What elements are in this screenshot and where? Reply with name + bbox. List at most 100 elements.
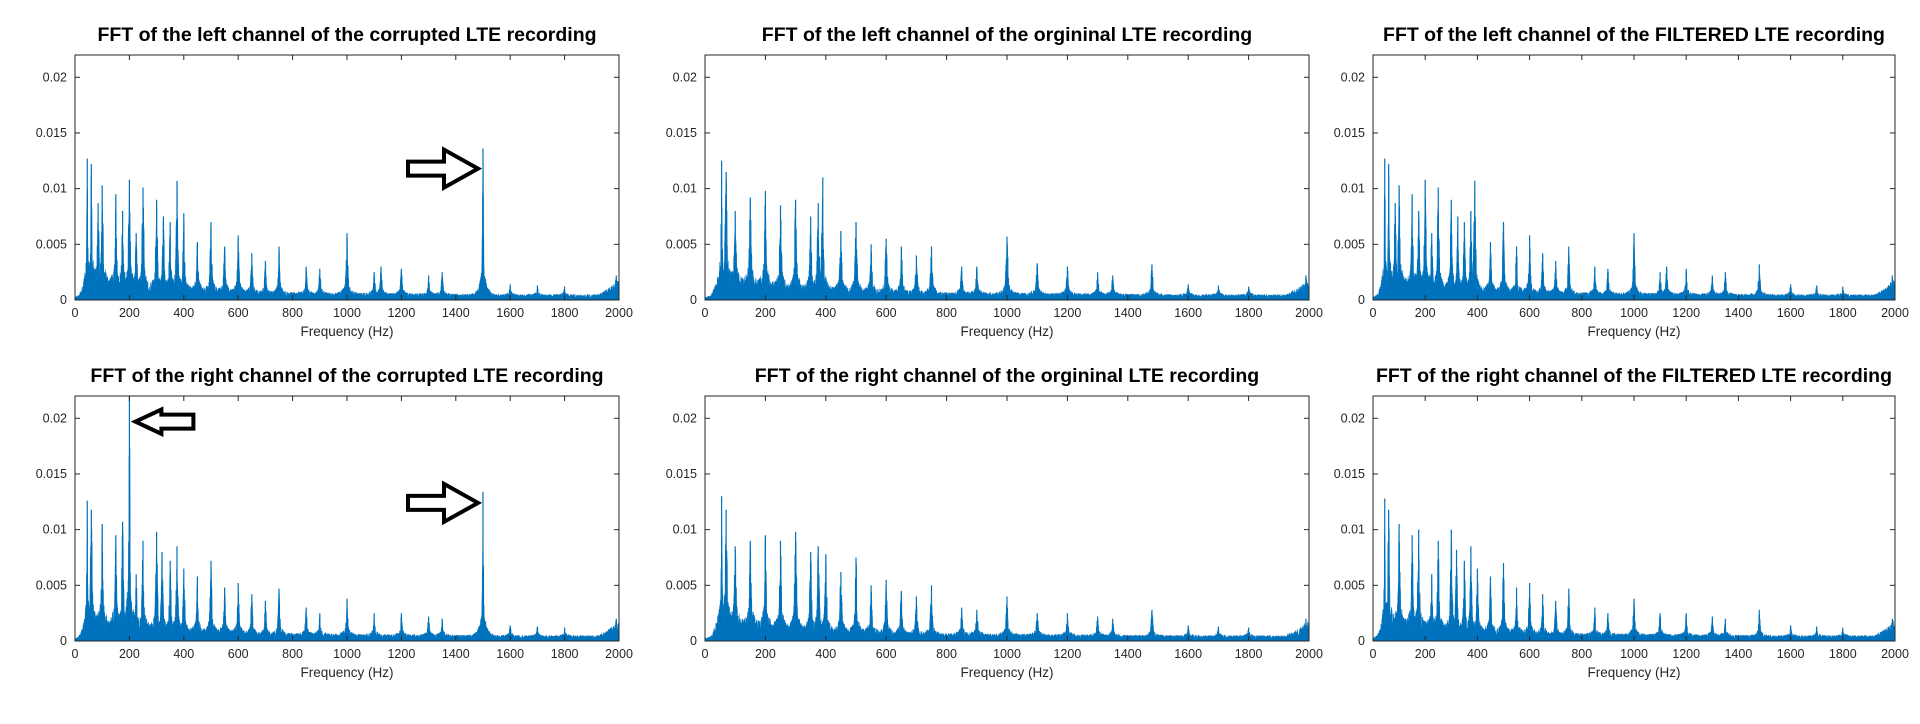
y-tick-label: 0.005 (1334, 237, 1365, 251)
y-tick-label: 0.005 (666, 237, 697, 251)
y-tick-label: 0.02 (1341, 411, 1365, 425)
y-tick-label: 0 (1358, 293, 1365, 307)
x-tick-label: 1000 (993, 647, 1021, 661)
x-tick-label: 400 (1467, 647, 1488, 661)
x-tick-label: 2000 (605, 306, 633, 320)
x-tick-label: 800 (282, 306, 303, 320)
x-tick-label: 1200 (1672, 647, 1700, 661)
x-tick-label: 400 (173, 306, 194, 320)
y-tick-label: 0.02 (43, 411, 67, 425)
x-tick-label: 1600 (1174, 306, 1202, 320)
x-tick-label: 600 (228, 306, 249, 320)
y-tick-label: 0.02 (673, 70, 697, 84)
x-tick-label: 1000 (993, 306, 1021, 320)
x-tick-label: 600 (1519, 647, 1540, 661)
x-tick-label: 400 (1467, 306, 1488, 320)
x-tick-label: 1800 (551, 647, 579, 661)
x-tick-label: 1200 (387, 647, 415, 661)
x-axis-label: Frequency (Hz) (960, 665, 1053, 680)
y-tick-label: 0.015 (36, 467, 67, 481)
y-tick-label: 0.01 (673, 182, 697, 196)
x-tick-label: 0 (702, 647, 709, 661)
x-tick-label: 200 (119, 647, 140, 661)
x-tick-label: 1800 (1829, 306, 1857, 320)
x-tick-label: 400 (815, 306, 836, 320)
x-tick-label: 0 (1370, 306, 1377, 320)
x-axis-label: Frequency (Hz) (300, 665, 393, 680)
x-tick-label: 1600 (1174, 647, 1202, 661)
annotation-arrow-right (406, 146, 483, 192)
chart-left-filtered: FFT of the left channel of the FILTERED … (1334, 24, 1909, 339)
y-tick-label: 0 (690, 293, 697, 307)
x-tick-label: 600 (228, 647, 249, 661)
x-tick-label: 1000 (333, 647, 361, 661)
x-tick-label: 1600 (496, 306, 524, 320)
x-tick-label: 1800 (1235, 306, 1263, 320)
x-tick-label: 0 (72, 647, 79, 661)
x-axis-label: Frequency (Hz) (300, 324, 393, 339)
x-tick-label: 200 (1415, 306, 1436, 320)
x-axis-label: Frequency (Hz) (1587, 665, 1680, 680)
y-tick-label: 0 (1358, 634, 1365, 648)
x-tick-label: 1800 (1235, 647, 1263, 661)
x-tick-label: 1000 (1620, 306, 1648, 320)
x-tick-label: 1600 (496, 647, 524, 661)
y-tick-label: 0.005 (666, 578, 697, 592)
x-tick-label: 0 (702, 306, 709, 320)
y-tick-label: 0 (60, 293, 67, 307)
x-tick-label: 1200 (1053, 306, 1081, 320)
y-tick-label: 0.01 (673, 523, 697, 537)
y-tick-label: 0 (60, 634, 67, 648)
chart-title: FFT of the right channel of the orginina… (755, 365, 1259, 387)
x-tick-label: 1200 (1053, 647, 1081, 661)
x-tick-label: 1400 (1724, 306, 1752, 320)
y-tick-label: 0.015 (666, 126, 697, 140)
chart-title: FFT of the left channel of the corrupted… (97, 24, 596, 46)
annotation-arrow-right (406, 480, 483, 526)
x-tick-label: 400 (815, 647, 836, 661)
x-tick-label: 200 (755, 647, 776, 661)
chart-title: FFT of the left channel of the orgininal… (762, 24, 1252, 46)
x-tick-label: 800 (936, 306, 957, 320)
x-tick-label: 1000 (333, 306, 361, 320)
x-tick-label: 800 (1571, 647, 1592, 661)
chart-left-corrupted: FFT of the left channel of the corrupted… (36, 24, 633, 339)
x-tick-label: 0 (1370, 647, 1377, 661)
x-tick-label: 1200 (387, 306, 415, 320)
y-tick-label: 0.005 (36, 578, 67, 592)
y-tick-label: 0.02 (43, 70, 67, 84)
x-tick-label: 2000 (1881, 306, 1909, 320)
x-tick-label: 2000 (1881, 647, 1909, 661)
x-tick-label: 1400 (1114, 306, 1142, 320)
x-tick-label: 1800 (1829, 647, 1857, 661)
x-tick-label: 800 (282, 647, 303, 661)
x-tick-label: 1800 (551, 306, 579, 320)
chart-title: FFT of the right channel of the FILTERED… (1376, 365, 1892, 387)
y-tick-label: 0.015 (666, 467, 697, 481)
x-tick-label: 200 (1415, 647, 1436, 661)
y-tick-label: 0.01 (43, 523, 67, 537)
y-tick-label: 0.005 (36, 237, 67, 251)
x-tick-label: 2000 (1295, 647, 1323, 661)
y-tick-label: 0.02 (1341, 70, 1365, 84)
x-tick-label: 1000 (1620, 647, 1648, 661)
x-tick-label: 0 (72, 306, 79, 320)
x-axis-label: Frequency (Hz) (960, 324, 1053, 339)
x-tick-label: 2000 (605, 647, 633, 661)
chart-left-original: FFT of the left channel of the orgininal… (666, 24, 1323, 339)
y-tick-label: 0 (690, 634, 697, 648)
x-tick-label: 1400 (1114, 647, 1142, 661)
y-tick-label: 0.015 (36, 126, 67, 140)
chart-title: FFT of the left channel of the FILTERED … (1383, 24, 1885, 46)
annotation-arrow-left (130, 406, 196, 437)
x-tick-label: 200 (755, 306, 776, 320)
x-tick-label: 1600 (1777, 306, 1805, 320)
y-tick-label: 0.01 (1341, 523, 1365, 537)
x-tick-label: 2000 (1295, 306, 1323, 320)
y-tick-label: 0.02 (673, 411, 697, 425)
x-tick-label: 600 (876, 306, 897, 320)
x-tick-label: 200 (119, 306, 140, 320)
x-tick-label: 1400 (442, 647, 470, 661)
chart-right-original: FFT of the right channel of the orginina… (666, 365, 1323, 680)
